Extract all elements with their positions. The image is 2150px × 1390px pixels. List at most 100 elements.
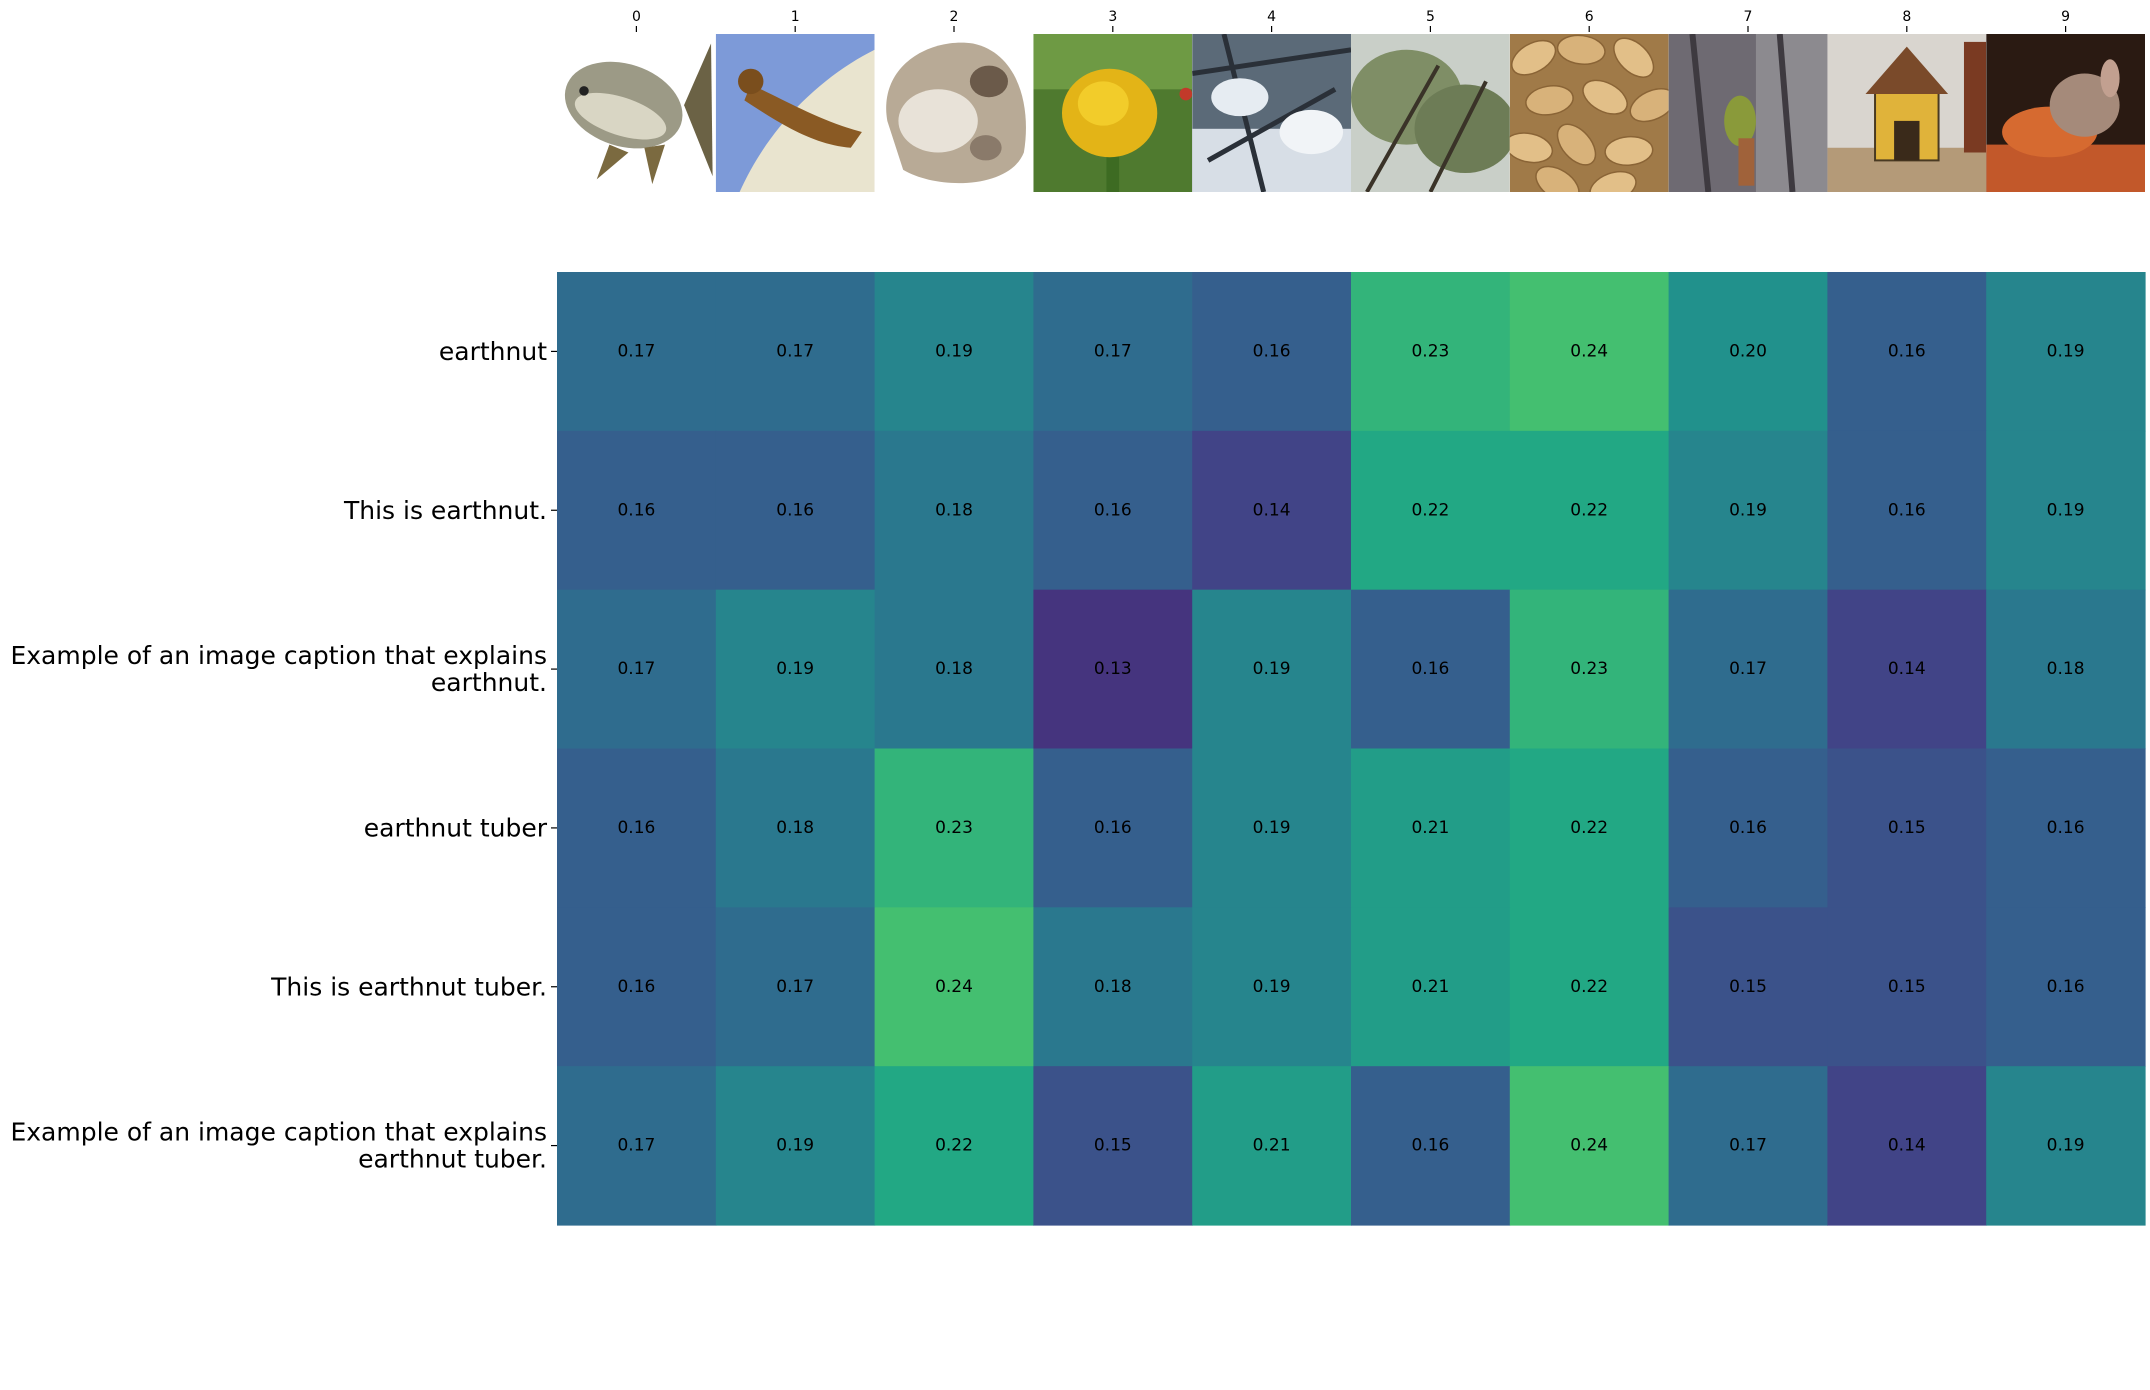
y-tick-label: Example of an image caption that explain… — [10, 641, 547, 670]
heatmap-cell — [715, 272, 876, 432]
cell-value-label: 0.17 — [776, 341, 814, 361]
heatmap-cell-value-labels: 0.17 0.17 0.19 0.17 0.16 0.23 0.24 0.20 0.16 0.19… — [617, 341, 2084, 1155]
cell-value-label: 0.14 — [1253, 500, 1291, 520]
cell-value-label: 0.19 — [776, 1136, 814, 1156]
heatmap-cell — [1351, 589, 1511, 750]
cell-value-label: 0.17 — [1729, 1136, 1767, 1156]
x-tick-label: 4 — [1267, 9, 1276, 25]
heatmap-cell — [1668, 748, 1828, 908]
cell-value-label: 0.13 — [1094, 659, 1132, 679]
heatmap-cell — [557, 1066, 717, 1226]
heatmap-cell — [1192, 748, 1352, 908]
cell-value-label: 0.17 — [1094, 341, 1132, 361]
heatmap-cell — [557, 589, 717, 750]
cell-value-label: 0.14 — [1888, 659, 1926, 679]
cell-value-label: 0.21 — [1253, 1136, 1291, 1156]
heatmap-cell — [1192, 272, 1352, 432]
yellow-flower-thumbnail — [1033, 34, 1193, 192]
y-tick-label: earthnut — [439, 337, 547, 366]
small-animal-eating-thumbnail — [1986, 34, 2145, 192]
y-tick-label: earthnut. — [431, 668, 547, 697]
cell-value-label: 0.22 — [1570, 818, 1608, 838]
x-tick-label: 5 — [1426, 9, 1435, 25]
x-tick-label: 6 — [1585, 9, 1594, 25]
heatmap-cell — [1668, 907, 1828, 1067]
cell-value-label: 0.23 — [1570, 659, 1608, 679]
heatmap-cell — [1033, 1066, 1193, 1226]
heatmap-cell — [1509, 1066, 1670, 1226]
y-tick-label: earthnut tuber — [364, 813, 548, 842]
cell-value-label: 0.17 — [617, 341, 655, 361]
cell-value-label: 0.19 — [2047, 1136, 2085, 1156]
heatmap-cell — [1827, 748, 1987, 908]
cell-value-label: 0.21 — [1411, 977, 1449, 997]
doghouse-thumbnail — [1827, 34, 1987, 192]
heatmap-cell — [557, 272, 717, 432]
peanuts-thumbnail — [1509, 34, 1669, 192]
cell-value-label: 0.16 — [1888, 500, 1926, 520]
cell-value-label: 0.16 — [617, 977, 655, 997]
x-tick-label: 8 — [1902, 9, 1911, 25]
cell-value-label: 0.17 — [617, 659, 655, 679]
image-thumbnail-strip — [557, 34, 2145, 192]
heatmap-cell — [1986, 748, 2146, 908]
cell-value-label: 0.17 — [1729, 659, 1767, 679]
cell-value-label: 0.19 — [1253, 818, 1291, 838]
heatmap-cell — [1986, 430, 2146, 591]
heatmap-cell — [1986, 589, 2146, 750]
cell-value-label: 0.19 — [2047, 341, 2085, 361]
x-tick-label: 7 — [1744, 9, 1753, 25]
heatmap-cell — [874, 272, 1034, 432]
heatmap-cell — [1351, 907, 1511, 1067]
x-tick-label: 0 — [632, 9, 641, 25]
heatmap-cell — [715, 430, 876, 591]
x-tick-label: 9 — [2061, 9, 2070, 25]
cell-value-label: 0.23 — [1411, 341, 1449, 361]
heatmap-cell — [1033, 430, 1193, 591]
cell-value-label: 0.15 — [1094, 1136, 1132, 1156]
y-tick-label: Example of an image caption that explain… — [10, 1118, 547, 1147]
heatmap-cell — [1509, 907, 1670, 1067]
cell-value-label: 0.18 — [935, 659, 973, 679]
heatmap-cell — [715, 748, 876, 908]
heatmap-cell — [1033, 272, 1193, 432]
cell-value-label: 0.20 — [1729, 341, 1767, 361]
heatmap-cell — [1827, 430, 1987, 591]
cell-value-label: 0.22 — [1411, 500, 1449, 520]
heatmap-cell — [1509, 272, 1670, 432]
cell-value-label: 0.16 — [1888, 341, 1926, 361]
cell-value-label: 0.18 — [1094, 977, 1132, 997]
heatmap-cell — [715, 907, 876, 1067]
heatmap-cell — [1827, 907, 1987, 1067]
x-tick-label: 2 — [950, 9, 959, 25]
heatmap-cell — [557, 430, 717, 591]
heatmap-cell — [1351, 430, 1511, 591]
cell-value-label: 0.16 — [2047, 818, 2085, 838]
heatmap-cell — [1827, 272, 1987, 432]
heatmap-cell — [1033, 748, 1193, 908]
heatmap-cell — [1351, 1066, 1511, 1226]
y-tick-label: earthnut tuber. — [358, 1145, 547, 1174]
cell-value-label: 0.19 — [1253, 659, 1291, 679]
heatmap-cell — [1986, 272, 2146, 432]
heatmap-cell — [1509, 589, 1670, 750]
heatmap-cell — [874, 1066, 1034, 1226]
cell-value-label: 0.18 — [935, 500, 973, 520]
heatmap-cell — [1192, 430, 1352, 591]
cell-value-label: 0.16 — [2047, 977, 2085, 997]
cell-value-label: 0.16 — [1729, 818, 1767, 838]
cell-value-label: 0.24 — [935, 977, 973, 997]
cell-value-label: 0.15 — [1729, 977, 1767, 997]
heatmap-cell — [1668, 589, 1828, 750]
cell-value-label: 0.24 — [1570, 341, 1608, 361]
bird-on-tree-thumbnail — [1668, 34, 1828, 192]
cell-value-label: 0.15 — [1888, 977, 1926, 997]
heatmap-cell — [1192, 589, 1352, 750]
cell-value-label: 0.19 — [776, 659, 814, 679]
heatmap-cell — [1668, 430, 1828, 591]
heatmap-cell — [874, 589, 1034, 750]
cell-value-label: 0.14 — [1888, 1136, 1926, 1156]
cell-value-label: 0.21 — [1411, 818, 1449, 838]
cell-value-label: 0.16 — [1411, 1136, 1449, 1156]
heatmap-cell — [715, 589, 876, 750]
